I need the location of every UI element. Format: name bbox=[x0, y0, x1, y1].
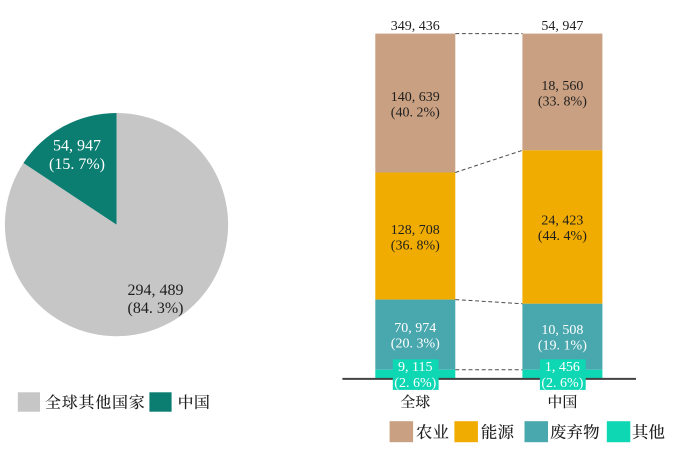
svg-text:(33. 8%): (33. 8%) bbox=[538, 94, 587, 109]
svg-text:(19. 1%): (19. 1%) bbox=[538, 339, 587, 354]
svg-text:(84. 3%): (84. 3%) bbox=[128, 300, 184, 317]
svg-text:294, 489: 294, 489 bbox=[128, 282, 184, 299]
svg-text:24, 423: 24, 423 bbox=[541, 214, 583, 229]
svg-text:(36. 8%): (36. 8%) bbox=[391, 239, 440, 254]
svg-text:(44. 4%): (44. 4%) bbox=[538, 229, 587, 244]
svg-text:(2. 6%): (2. 6%) bbox=[394, 376, 436, 391]
svg-text:(15. 7%): (15. 7%) bbox=[49, 156, 105, 173]
svg-text:349, 436: 349, 436 bbox=[391, 19, 440, 34]
svg-text:(20. 3%): (20. 3%) bbox=[391, 337, 440, 352]
svg-text:54, 947: 54, 947 bbox=[53, 137, 101, 154]
svg-text:10, 508: 10, 508 bbox=[541, 323, 583, 338]
svg-text:9, 115: 9, 115 bbox=[398, 360, 432, 375]
svg-text:1, 456: 1, 456 bbox=[545, 360, 580, 375]
svg-text:(40. 2%): (40. 2%) bbox=[391, 106, 440, 121]
svg-text:(2. 6%): (2. 6%) bbox=[541, 376, 583, 391]
svg-text:54, 947: 54, 947 bbox=[541, 19, 583, 34]
svg-text:70, 974: 70, 974 bbox=[394, 321, 436, 336]
svg-text:18, 560: 18, 560 bbox=[541, 79, 583, 94]
svg-text:128, 708: 128, 708 bbox=[391, 223, 440, 238]
svg-text:140, 639: 140, 639 bbox=[391, 90, 440, 105]
